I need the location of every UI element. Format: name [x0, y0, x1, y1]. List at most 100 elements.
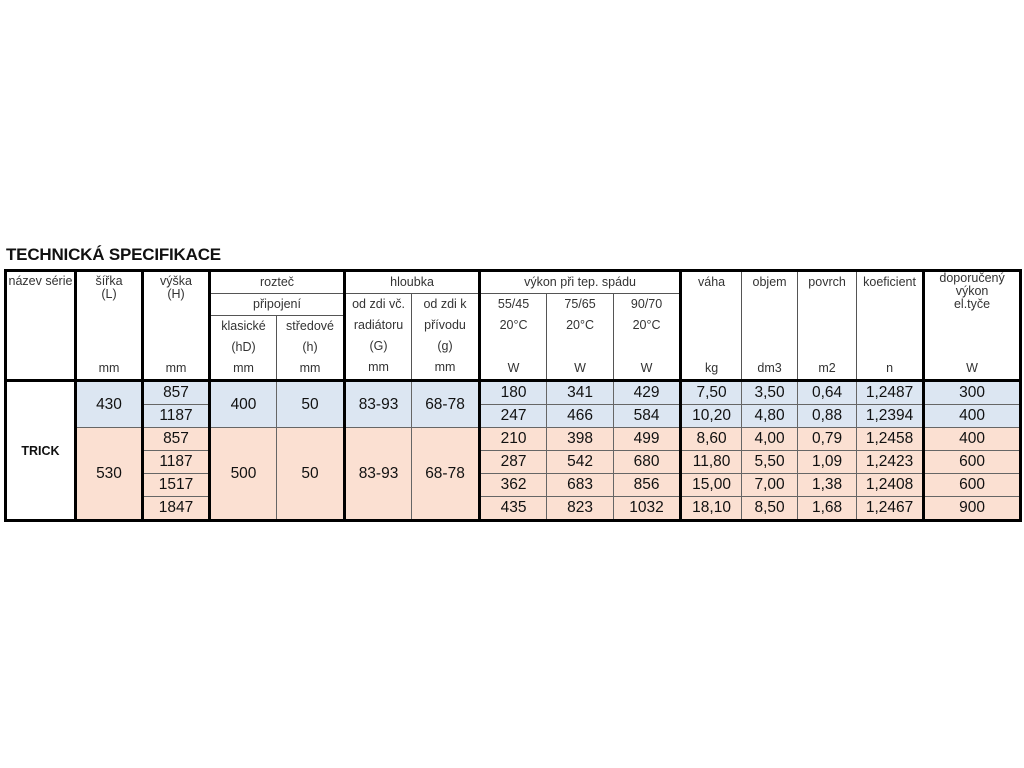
povrch-cell: 0,64 — [797, 379, 858, 405]
vaha-cell: 15,00 — [679, 473, 743, 497]
header-temp: 20°C — [632, 318, 661, 332]
vykon-90-cell: 499 — [613, 427, 682, 451]
header-label: objem — [752, 275, 787, 289]
header-klasicke: klasické (hD) mm — [208, 315, 277, 381]
table-row: TRICK 430 857 400 50 83-93 68-78 180 341 429 7,50 3… — [5, 379, 1022, 521]
header-povrch: povrch m2 — [797, 270, 857, 381]
hloubka-G-cell: 83-93 — [343, 427, 413, 521]
povrch-cell: 1,09 — [797, 450, 858, 474]
vykon-90-cell: 584 — [613, 404, 682, 428]
vaha-cell: 18,10 — [679, 496, 743, 521]
vykon-55-cell: 180 — [478, 379, 548, 405]
hloubka-g-cell: 68-78 — [411, 427, 481, 521]
header-symbol: (g) — [437, 339, 453, 353]
koeficient-cell: 1,2394 — [856, 404, 925, 428]
vaha-cell: 10,20 — [679, 404, 743, 428]
header-unit: mm — [233, 361, 254, 375]
vykon-55-cell: 435 — [478, 496, 548, 521]
objem-cell: 3,50 — [741, 379, 799, 405]
header-label: doporučený výkon el.tyče — [939, 271, 1005, 311]
vykon-55-cell: 247 — [478, 404, 548, 428]
header-unit: mm — [368, 360, 389, 374]
hloubka-g-cell: 68-78 — [411, 379, 481, 428]
vykon-55-cell: 210 — [478, 427, 548, 451]
header-hloubka-G: od zdi vč. radiátoru (G) mm — [343, 293, 412, 381]
table-row: 1517 362 683 856 15,00 7,00 1,38 1,2408 600 — [6, 473, 1022, 497]
doporuceny-cell: 600 — [922, 473, 1022, 497]
header-label: šířka — [95, 274, 123, 288]
header-unit: mm — [299, 361, 321, 375]
objem-cell: 5,50 — [741, 450, 799, 474]
vyska-cell: 857 — [141, 379, 210, 405]
header-unit: mm — [165, 361, 187, 375]
header-pripojeni: připojení — [207, 293, 345, 316]
page-title: TECHNICKÁ SPECIFIKACE — [6, 245, 221, 264]
header-vykon-90: 90/70 20°C W — [613, 293, 681, 381]
hloubka-G-cell: 83-93 — [343, 379, 413, 428]
doporuceny-cell: 400 — [922, 404, 1022, 428]
header-stredove: středové (h) mm — [275, 315, 345, 381]
header-label: 55/45 — [497, 297, 530, 311]
vyska-cell: 857 — [141, 427, 210, 451]
header-label: radiátoru — [353, 318, 404, 332]
roztec-stredove-cell: 50 — [275, 427, 346, 521]
vaha-cell: 8,60 — [679, 427, 743, 451]
header-unit: W — [966, 361, 978, 375]
vyska-cell: 1517 — [141, 473, 210, 497]
header-hloubka-g: od zdi k přívodu (g) mm — [411, 293, 480, 381]
doporuceny-cell: 400 — [922, 427, 1022, 451]
povrch-cell: 1,68 — [797, 496, 858, 521]
header-symbol: (h) — [302, 340, 318, 354]
vykon-90-cell: 856 — [613, 473, 682, 497]
header-symbol: (L) — [101, 287, 117, 301]
header-label: středové — [286, 319, 334, 333]
roztec-klasicke-cell: 500 — [208, 427, 277, 521]
koeficient-cell: 1,2408 — [856, 473, 925, 497]
header-objem: objem dm3 — [741, 270, 798, 381]
series-name-cell: TRICK — [5, 379, 76, 521]
header-symbol: (hD) — [231, 340, 256, 354]
koeficient-cell: 1,2458 — [856, 427, 925, 451]
povrch-cell: 0,88 — [797, 404, 858, 428]
header-label: váha — [698, 275, 726, 289]
header-label: klasické — [221, 319, 266, 333]
objem-cell: 8,50 — [741, 496, 799, 521]
vykon-55-cell: 287 — [478, 450, 548, 474]
table-row: 1187 287 542 680 11,80 5,50 1,09 1,2423 600 — [6, 450, 1022, 474]
header-sirka: šířka (L) mm — [74, 270, 143, 381]
sirka-cell: 530 — [74, 427, 143, 521]
table-row: 1847 435 823 1032 18,10 8,50 1,68 1,2467 900 — [6, 496, 1022, 521]
povrch-cell: 1,38 — [797, 473, 858, 497]
objem-cell: 4,00 — [741, 427, 799, 451]
header-unit: m2 — [818, 361, 836, 375]
header-label: koeficient — [863, 275, 916, 289]
header-unit: W — [574, 361, 586, 375]
vykon-55-cell: 362 — [478, 473, 548, 497]
vykon-90-cell: 429 — [613, 379, 682, 405]
header-label: od zdi k — [423, 297, 467, 311]
header-symbol: (G) — [369, 339, 388, 353]
objem-cell: 4,80 — [741, 404, 799, 428]
header-label: přívodu — [424, 318, 466, 332]
table-row: 1187 247 466 584 10,20 4,80 0,88 1,2394 400 — [6, 404, 1022, 428]
header-label: výška — [160, 274, 192, 288]
header-unit: mm — [434, 360, 456, 374]
header-koeficient: koeficient n — [856, 270, 924, 381]
koeficient-cell: 1,2423 — [856, 450, 925, 474]
koeficient-cell: 1,2467 — [856, 496, 925, 521]
vykon-75-cell: 542 — [546, 450, 615, 474]
roztec-stredove-cell: 50 — [275, 379, 346, 428]
objem-cell: 7,00 — [741, 473, 799, 497]
header-roztec: rozteč — [207, 270, 345, 294]
doporuceny-cell: 600 — [922, 450, 1022, 474]
header-vykon-75: 75/65 20°C W — [546, 293, 614, 381]
header-unit: dm3 — [757, 361, 782, 375]
header-label: 75/65 — [564, 297, 596, 311]
header-vyska: výška (H) mm — [141, 270, 210, 381]
header-label: 90/70 — [630, 297, 663, 311]
header-unit: n — [886, 361, 894, 375]
doporuceny-cell: 900 — [922, 496, 1022, 521]
vykon-75-cell: 466 — [546, 404, 615, 428]
spec-table: název série šířka (L) mm výška (H) mm rozteč… — [4, 269, 1023, 522]
sirka-cell: 430 — [74, 379, 143, 428]
